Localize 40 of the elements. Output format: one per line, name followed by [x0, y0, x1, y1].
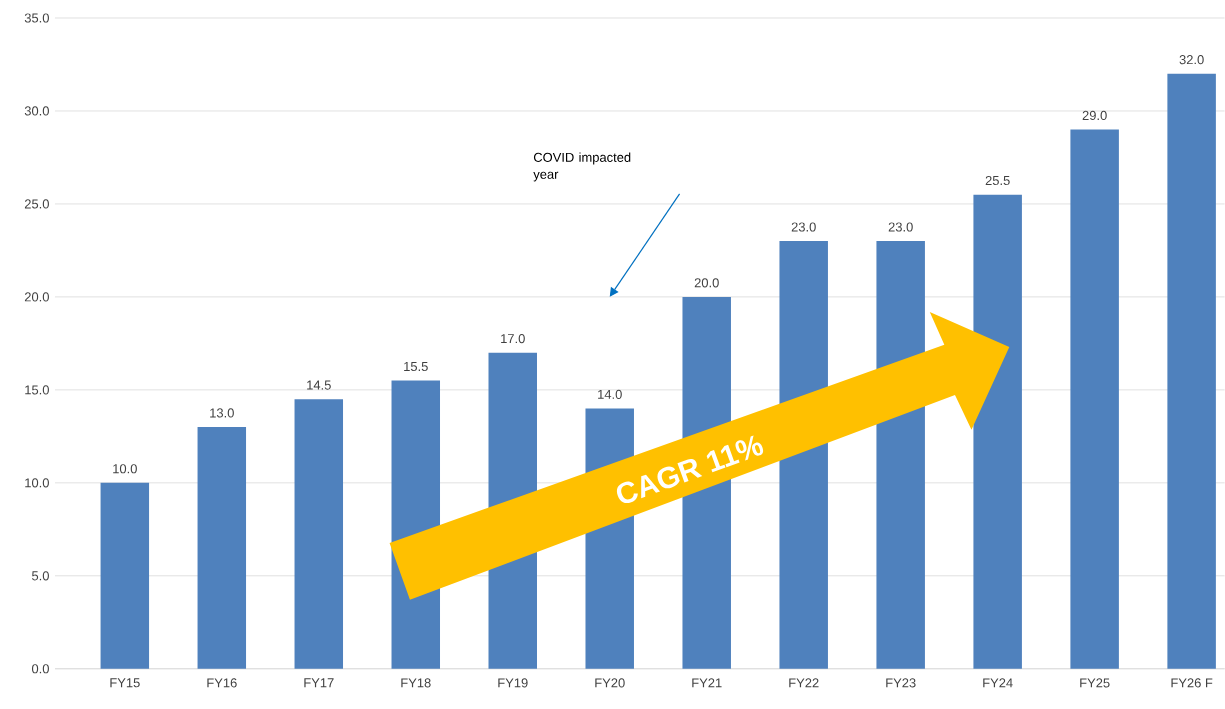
y-tick-label: 30.0	[24, 106, 49, 116]
x-tick-label: FY19	[498, 678, 528, 688]
x-tick-label: FY15	[110, 678, 140, 688]
data-label: 23.0	[791, 222, 816, 232]
y-tick-label: 35.0	[24, 13, 49, 23]
y-tick-label: 0.0	[31, 664, 49, 674]
data-label: 14.0	[598, 389, 622, 400]
data-label: 20.0	[694, 278, 719, 288]
x-tick-label: FY22	[789, 678, 819, 688]
x-tick-label: FY25	[1080, 678, 1110, 688]
data-label: 23.0	[888, 222, 913, 232]
bar	[197, 427, 247, 669]
data-label: 14.5	[307, 380, 331, 390]
data-label: 15.5	[404, 362, 428, 372]
data-label: 25.5	[985, 176, 1010, 186]
y-tick-label: 5.0	[31, 571, 49, 581]
annotation: COVID impacted year	[533, 152, 631, 182]
bar	[973, 194, 1022, 669]
bar	[1070, 129, 1119, 669]
x-tick-label: FY21	[692, 678, 722, 688]
y-tick-label: 20.0	[24, 292, 49, 302]
data-label: 13.0	[210, 408, 234, 418]
annotation: CAGR 11%	[616, 435, 764, 504]
y-tick-label: 15.0	[25, 385, 49, 395]
bar	[1167, 73, 1216, 669]
data-label: 17.0	[501, 334, 525, 344]
bar	[294, 399, 344, 669]
x-tick-label: FY16	[207, 678, 237, 688]
x-tick-label: FY18	[401, 678, 431, 688]
x-tick-label: FY26 F	[1171, 678, 1213, 688]
x-tick-label: FY23	[886, 678, 916, 688]
y-tick-label: 25.0	[24, 199, 49, 209]
x-tick-label: FY17	[304, 678, 334, 688]
data-label: 29.0	[1082, 110, 1107, 121]
x-tick-label: FY20	[595, 678, 625, 688]
data-label: 10.0	[113, 464, 137, 474]
data-label: 32.0	[1179, 55, 1204, 65]
bar	[100, 482, 150, 669]
y-tick-label: 10.0	[25, 478, 49, 488]
x-tick-label: FY24	[983, 678, 1013, 688]
